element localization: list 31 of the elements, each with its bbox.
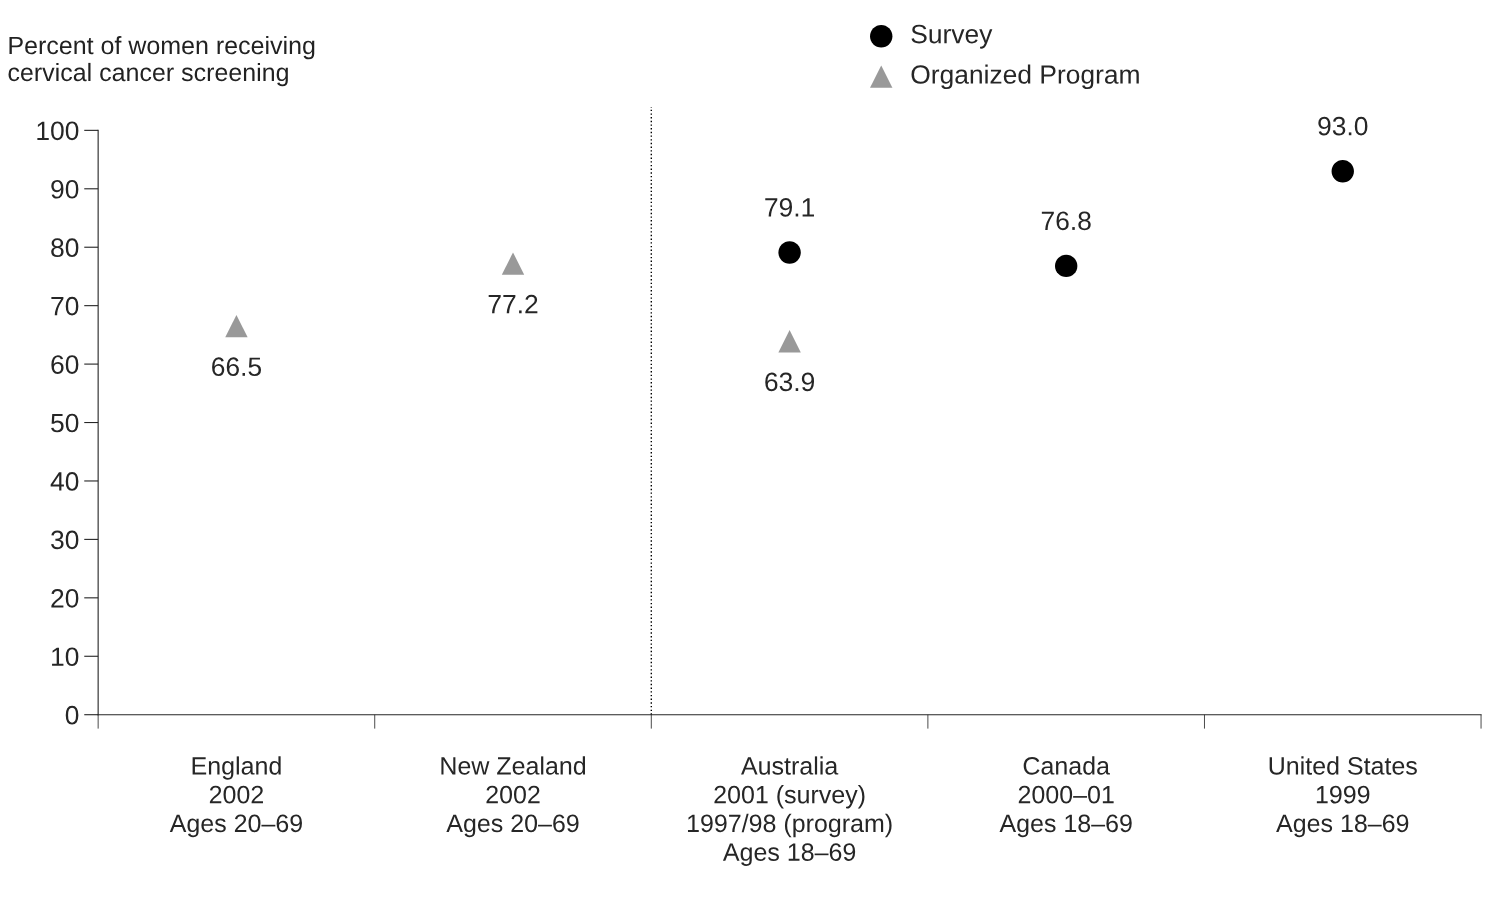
y-tick-label: 0 <box>65 705 79 725</box>
legend-label: Survey <box>911 24 993 49</box>
x-tick-label: Australia 2001 (survey) 1997/98 (program) Ages 18–69 <box>687 756 892 866</box>
data-label: 66.5 <box>212 357 262 377</box>
y-tick-label: 40 <box>50 472 79 491</box>
data-label: 77.2 <box>488 294 538 314</box>
point <box>1054 254 1078 278</box>
point <box>1331 160 1354 183</box>
y-tick-label: 100 <box>37 121 79 141</box>
legend-label: Organized Program <box>911 64 1139 90</box>
point <box>501 252 525 275</box>
point <box>225 314 248 338</box>
x-tick-label: New Zealand 2002 Ages 20–69 <box>441 756 586 838</box>
x-tick-label: Canada 2000–01 Ages 18–69 <box>999 756 1132 838</box>
data-label: 79.1 <box>765 198 814 217</box>
y-tick-label: 30 <box>51 530 79 550</box>
y-tick-label: 10 <box>52 647 79 667</box>
data-label: 63.9 <box>765 372 815 392</box>
data-label: 93.0 <box>1318 116 1368 136</box>
point <box>778 241 801 264</box>
x-tick-label: England 2002 Ages 20–69 <box>169 756 302 838</box>
y-tick-label: 20 <box>51 588 79 608</box>
y-tick-label: 80 <box>51 238 79 258</box>
y-tick-label: 50 <box>51 413 79 433</box>
y-axis-title: Percent of women receiving cervical cancer screening <box>8 35 315 87</box>
y-tick-label: 60 <box>51 355 79 374</box>
data-label: 76.8 <box>1041 211 1091 231</box>
x-tick-label: United States 1999 Ages 18–69 <box>1269 756 1417 838</box>
y-tick-label: 70 <box>51 296 79 316</box>
y-tick-label: 90 <box>51 179 79 199</box>
point <box>778 330 801 353</box>
